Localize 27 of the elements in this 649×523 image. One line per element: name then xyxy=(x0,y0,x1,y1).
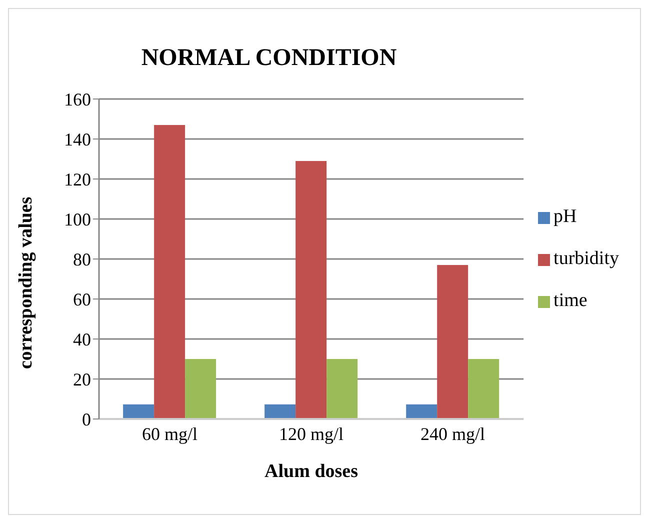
x-tick-label: 240 mg/l xyxy=(420,424,486,444)
bar xyxy=(296,161,327,419)
y-tick-label: 60 xyxy=(73,289,91,310)
legend-label: pH xyxy=(554,206,577,227)
y-tick-label: 80 xyxy=(73,249,91,270)
y-tick-label: 40 xyxy=(73,329,91,350)
bar xyxy=(264,404,296,419)
chart-title: NORMAL CONDITION xyxy=(140,45,398,72)
x-tick-label: 60 mg/l xyxy=(142,424,198,444)
y-tick-label: 140 xyxy=(64,129,91,150)
y-tick-label: 0 xyxy=(82,409,91,430)
y-tick-label: 20 xyxy=(73,369,91,390)
bar xyxy=(185,359,216,419)
y-tick-label: 160 xyxy=(64,89,91,110)
y-axis-title: corresponding values xyxy=(16,196,37,369)
bar xyxy=(123,404,154,419)
legend-label: time xyxy=(554,290,588,311)
legend-label: turbidity xyxy=(554,248,619,269)
bar xyxy=(468,359,500,419)
bar xyxy=(437,265,468,419)
bar xyxy=(406,404,438,419)
bar xyxy=(154,125,186,419)
y-tick-label: 120 xyxy=(64,169,91,190)
x-tick-label: 120 mg/l xyxy=(279,424,344,444)
bar xyxy=(326,359,358,419)
y-tick-label: 100 xyxy=(64,209,91,230)
x-axis-title: Alum doses xyxy=(264,461,358,482)
